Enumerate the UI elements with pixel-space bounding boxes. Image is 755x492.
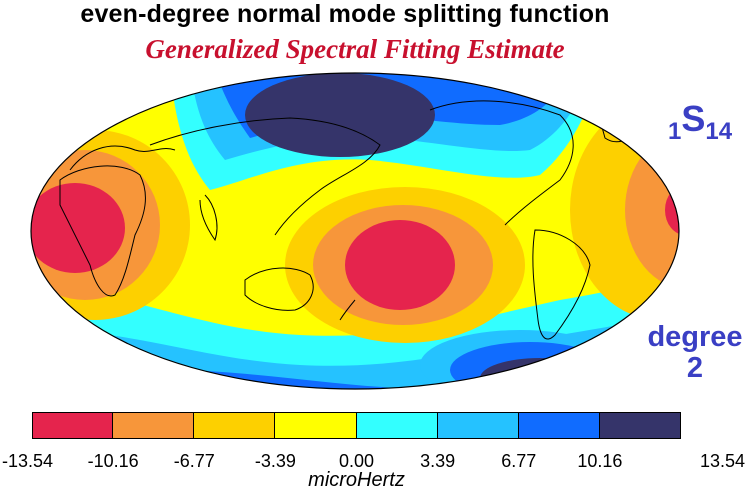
colorbar-tick-label: -10.16 bbox=[87, 451, 139, 471]
colorbar bbox=[32, 412, 681, 439]
mode-type: S bbox=[681, 98, 706, 139]
field-east-low bbox=[665, 185, 679, 235]
degree-label: degree 2 bbox=[640, 322, 750, 384]
coastline-australia bbox=[244, 267, 314, 311]
colorbar-tick-label: 10.16 bbox=[577, 451, 623, 471]
colorbar-tick-label: 3.39 bbox=[420, 451, 456, 471]
mode-label: 1S14 bbox=[668, 98, 732, 146]
map-boundary bbox=[30, 72, 680, 390]
field-southern-band-strong-2 bbox=[180, 370, 520, 389]
mode-overtone-number: 1 bbox=[668, 118, 682, 145]
coastline-south-america bbox=[532, 229, 591, 340]
coastline-europe bbox=[69, 145, 176, 171]
colorbar-cell bbox=[275, 412, 357, 439]
coastline-north-america bbox=[429, 100, 574, 226]
coastline-india bbox=[199, 194, 218, 242]
field-south-atlantic-strong bbox=[450, 342, 610, 389]
degree-value: 2 bbox=[686, 352, 704, 384]
field-north-pole-high bbox=[245, 73, 435, 157]
colorbar-cell bbox=[32, 412, 114, 439]
map-field bbox=[31, 73, 679, 389]
coastline-new-zealand bbox=[339, 299, 356, 321]
colorbar-cell bbox=[356, 412, 438, 439]
colorbar-tick-label: -6.77 bbox=[173, 451, 215, 471]
field-south-atlantic-high bbox=[480, 358, 600, 389]
colorbar-tick-label: 13.54 bbox=[699, 451, 745, 471]
colorbar-cell bbox=[599, 412, 681, 439]
colorbar-tick-label: -13.54 bbox=[2, 451, 54, 471]
colorbar-cell bbox=[437, 412, 519, 439]
coastline-africa bbox=[59, 165, 146, 297]
map-title: even-degree normal mode splitting functi… bbox=[80, 0, 610, 28]
map-subtitle: Generalized Spectral Fitting Estimate bbox=[145, 34, 565, 64]
splitting-function-map bbox=[30, 72, 680, 390]
field-pacific-low bbox=[345, 220, 455, 310]
field-east-mid bbox=[625, 130, 679, 290]
colorbar-tick-label: 6.77 bbox=[501, 451, 537, 471]
colorbar-cell bbox=[194, 412, 276, 439]
coastline-asia bbox=[149, 117, 381, 236]
colorbar-cell bbox=[113, 412, 195, 439]
colorbar-tick-label: 0.00 bbox=[338, 451, 375, 471]
colorbar-unit: microHertz bbox=[308, 469, 405, 491]
field-africa-low bbox=[31, 183, 125, 273]
degree-word: degree bbox=[647, 321, 743, 353]
colorbar-tick-label: -3.39 bbox=[254, 451, 296, 471]
mode-angular-degree: 14 bbox=[705, 118, 733, 145]
colorbar-cell bbox=[518, 412, 600, 439]
